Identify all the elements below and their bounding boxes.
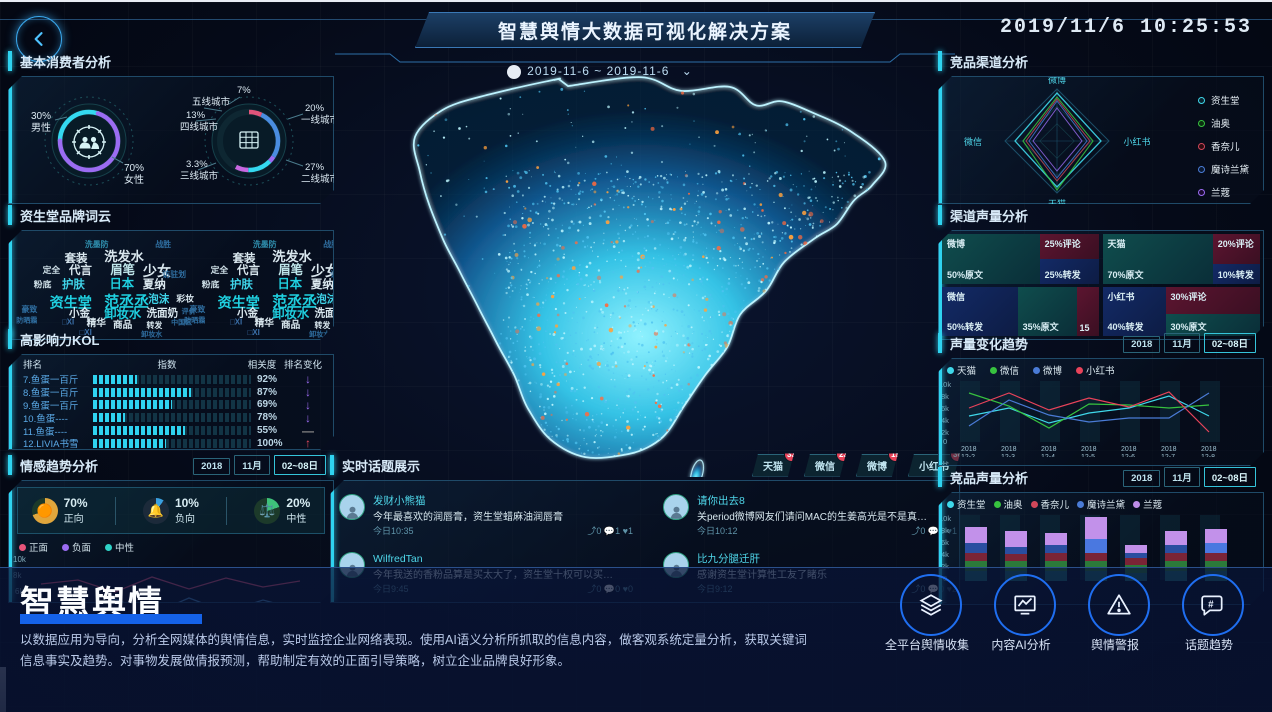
- svg-text:女性: 女性: [124, 173, 144, 186]
- svg-text:2018: 2018: [1081, 446, 1097, 453]
- svg-text:微信: 微信: [964, 136, 982, 147]
- svg-text:20%: 20%: [305, 103, 325, 114]
- svg-text:8k: 8k: [941, 526, 949, 535]
- svg-text:微博: 微博: [1048, 77, 1066, 85]
- svg-text:4k: 4k: [941, 416, 949, 425]
- svg-text:三线城市: 三线城市: [180, 170, 219, 182]
- svg-text:男性: 男性: [31, 121, 51, 134]
- svg-text:2018: 2018: [1041, 446, 1057, 453]
- svg-text:10k: 10k: [939, 380, 951, 389]
- svg-text:3.3%: 3.3%: [186, 159, 208, 170]
- svg-text:30%: 30%: [31, 111, 51, 122]
- svg-text:0: 0: [943, 437, 947, 446]
- svg-text:10k: 10k: [939, 514, 951, 523]
- svg-text:2018: 2018: [1161, 446, 1177, 453]
- svg-text:12-2: 12-2: [961, 454, 975, 457]
- svg-text:12-7: 12-7: [1161, 454, 1175, 457]
- svg-text:#: #: [1208, 600, 1214, 611]
- svg-text:13%: 13%: [186, 110, 206, 121]
- svg-text:6k: 6k: [941, 404, 949, 413]
- svg-text:四线城市: 四线城市: [180, 121, 219, 133]
- svg-text:27%: 27%: [305, 162, 325, 173]
- svg-text:2018: 2018: [1121, 446, 1137, 453]
- svg-text:12-4: 12-4: [1041, 454, 1055, 457]
- svg-text:小红书: 小红书: [1123, 136, 1150, 147]
- svg-text:12-3: 12-3: [1001, 454, 1015, 457]
- svg-text:2018: 2018: [1001, 446, 1017, 453]
- svg-text:8k: 8k: [941, 392, 949, 401]
- svg-text:7%: 7%: [237, 85, 251, 96]
- svg-text:10k: 10k: [13, 555, 27, 564]
- svg-text:6k: 6k: [941, 538, 949, 547]
- svg-text:12-5: 12-5: [1081, 454, 1095, 457]
- svg-text:2018: 2018: [961, 446, 977, 453]
- svg-text:五线城市: 五线城市: [192, 96, 231, 108]
- svg-text:12-6: 12-6: [1121, 454, 1135, 457]
- svg-text:4k: 4k: [941, 550, 949, 559]
- svg-text:12-8: 12-8: [1201, 454, 1215, 457]
- svg-text:70%: 70%: [124, 163, 144, 174]
- svg-text:2k: 2k: [941, 428, 949, 437]
- svg-text:2018: 2018: [1201, 446, 1217, 453]
